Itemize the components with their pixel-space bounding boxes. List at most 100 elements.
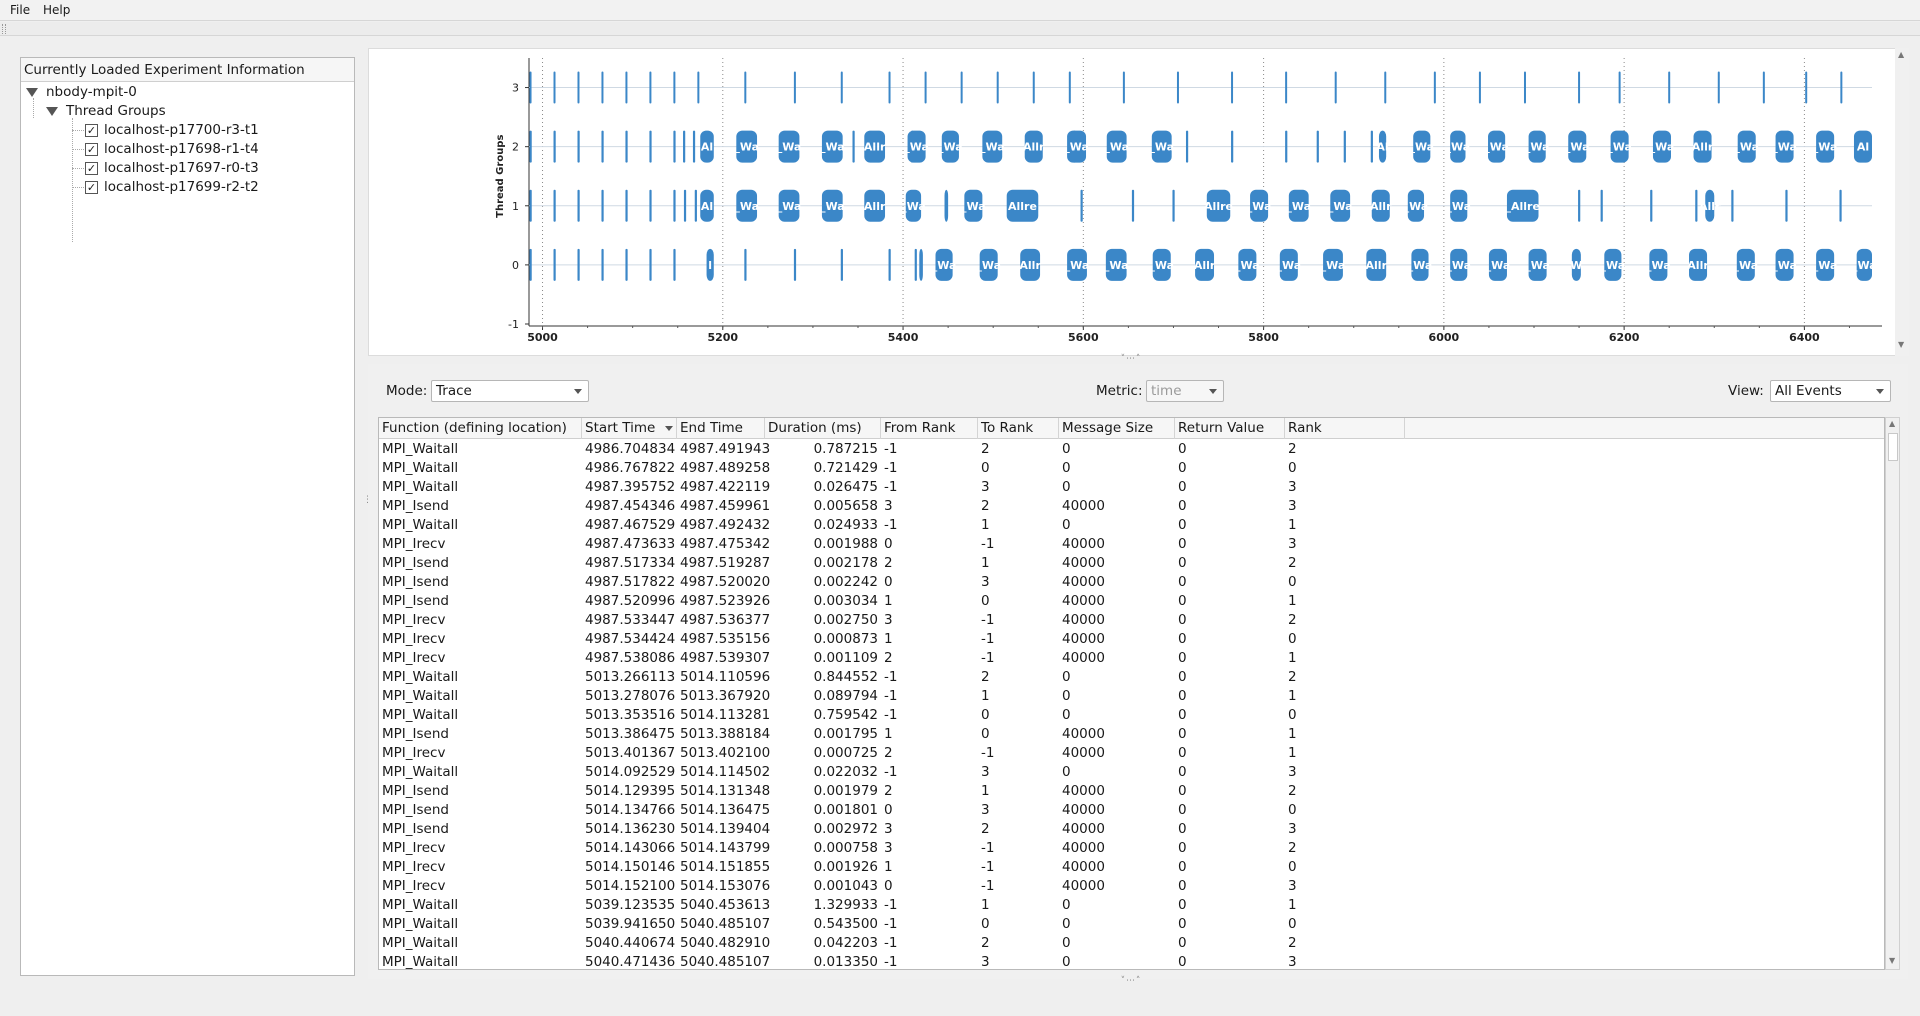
event-tick-mark[interactable]	[1172, 189, 1175, 222]
tree-item-thread-2[interactable]: ✓ localhost-p17697-r0-t3	[85, 159, 259, 178]
table-row[interactable]: MPI_Isend 4987.454346 4987.459961 0.005658 3…	[379, 497, 1884, 516]
table-row[interactable]: MPI_Waitall 5014.092529 5014.114502 0.02203…	[379, 763, 1884, 782]
event-tick-mark[interactable]	[1334, 71, 1337, 104]
event-block[interactable]	[1450, 189, 1468, 222]
event-block[interactable]	[1705, 189, 1715, 222]
collapse-arrow-icon[interactable]	[46, 106, 58, 116]
metric-select[interactable]: time	[1146, 380, 1224, 402]
event-tick-mark[interactable]	[553, 130, 556, 163]
event-block[interactable]	[1195, 248, 1215, 281]
menu-help[interactable]: Help	[43, 3, 71, 17]
event-tick-mark[interactable]	[1231, 130, 1234, 163]
event-block[interactable]	[935, 248, 953, 281]
tree-item-thread-3[interactable]: ✓ localhost-p17699-r2-t2	[85, 178, 259, 197]
event-tick-mark[interactable]	[1523, 71, 1526, 104]
event-tick-mark[interactable]	[553, 71, 556, 104]
event-tick-mark[interactable]	[1668, 71, 1671, 104]
table-row[interactable]: MPI_Isend 5014.129395 5014.131348 0.001979 2…	[379, 782, 1884, 801]
event-tick-mark[interactable]	[888, 248, 891, 281]
event-tick-mark[interactable]	[529, 248, 532, 281]
event-tick-mark[interactable]	[601, 130, 604, 163]
tree-item-experiment[interactable]: nbody-mpit-0	[26, 83, 137, 102]
column-header[interactable]: Function (defining location)	[379, 418, 582, 439]
table-row[interactable]: MPI_Isend 4987.517334 4987.519287 0.002178 2…	[379, 554, 1884, 573]
event-tick-mark[interactable]	[840, 71, 843, 104]
event-block[interactable]	[1413, 130, 1431, 163]
column-header[interactable]: From Rank	[881, 418, 978, 439]
horizontal-splitter-handle[interactable]: ˅ ⋯ ˄	[1120, 354, 1141, 364]
event-block[interactable]	[1856, 248, 1872, 281]
column-header[interactable]: Duration (ms)	[765, 418, 881, 439]
table-row[interactable]: MPI_Waitall 4986.767822 4987.489258 0.72142…	[379, 459, 1884, 478]
event-tick-mark[interactable]	[601, 248, 604, 281]
event-tick-mark[interactable]	[1231, 71, 1234, 104]
event-block[interactable]	[1238, 248, 1257, 281]
event-block[interactable]	[1378, 130, 1387, 163]
event-tick-mark[interactable]	[529, 71, 532, 104]
event-block[interactable]	[941, 130, 959, 163]
event-block[interactable]	[1105, 248, 1127, 281]
event-tick-mark[interactable]	[1370, 130, 1373, 163]
table-row[interactable]: MPI_Irecv 4987.473633 4987.475342 0.001988 0…	[379, 535, 1884, 554]
event-tick-mark[interactable]	[1285, 71, 1288, 104]
table-row[interactable]: MPI_Waitall 5013.278076 5013.367920 0.08979…	[379, 687, 1884, 706]
event-block[interactable]	[1106, 130, 1127, 163]
event-tick-mark[interactable]	[1717, 71, 1720, 104]
view-select[interactable]: All Events	[1770, 380, 1891, 402]
event-tick-mark[interactable]	[673, 130, 676, 163]
event-tick-mark[interactable]	[1578, 71, 1581, 104]
event-block[interactable]	[1652, 130, 1672, 163]
event-tick-mark[interactable]	[1176, 71, 1179, 104]
event-tick-mark[interactable]	[1478, 71, 1481, 104]
event-block[interactable]	[1411, 248, 1429, 281]
event-block[interactable]	[919, 248, 923, 281]
column-header[interactable]: Return Value	[1175, 418, 1285, 439]
event-tick-mark[interactable]	[625, 71, 628, 104]
event-tick-mark[interactable]	[529, 130, 532, 163]
event-tick-mark[interactable]	[577, 130, 580, 163]
event-block[interactable]	[1693, 130, 1712, 163]
event-tick-mark[interactable]	[1384, 71, 1387, 104]
event-block[interactable]	[706, 248, 714, 281]
event-block[interactable]	[1571, 248, 1581, 281]
events-table[interactable]: Function (defining location) Start Time En…	[378, 417, 1885, 970]
event-tick-mark[interactable]	[960, 71, 963, 104]
event-tick-mark[interactable]	[1578, 189, 1581, 222]
event-block[interactable]	[1288, 189, 1309, 222]
scroll-up-icon[interactable]: ▲	[1889, 419, 1896, 428]
event-block[interactable]	[1279, 248, 1298, 281]
event-block[interactable]	[864, 130, 886, 163]
event-tick-mark[interactable]	[1316, 130, 1319, 163]
event-tick-mark[interactable]	[793, 71, 796, 104]
event-tick-mark[interactable]	[744, 71, 747, 104]
event-tick-mark[interactable]	[649, 130, 652, 163]
event-tick-mark[interactable]	[996, 71, 999, 104]
chart-scrollbar[interactable]: ▲ ▼	[1895, 48, 1909, 356]
event-tick-mark[interactable]	[793, 248, 797, 281]
tree-item-thread-1[interactable]: ✓ localhost-p17698-r1-t4	[85, 140, 259, 159]
event-tick-mark[interactable]	[1032, 71, 1035, 104]
event-tick-mark[interactable]	[1122, 71, 1125, 104]
event-block[interactable]	[1604, 248, 1622, 281]
event-tick-mark[interactable]	[1731, 189, 1734, 222]
tree-item-thread-0[interactable]: ✓ localhost-p17700-r3-t1	[85, 121, 259, 140]
event-block[interactable]	[736, 189, 758, 222]
thread-checkbox[interactable]: ✓	[85, 161, 98, 175]
event-block[interactable]	[1528, 130, 1546, 163]
event-block[interactable]	[1407, 189, 1425, 222]
table-row[interactable]: MPI_Waitall 4986.704834 4987.491943 0.78721…	[379, 440, 1884, 459]
event-tick-mark[interactable]	[1762, 71, 1765, 104]
event-tick-mark[interactable]	[577, 71, 580, 104]
event-block[interactable]	[1206, 189, 1231, 222]
event-tick-mark[interactable]	[1433, 71, 1436, 104]
table-row[interactable]: MPI_Isend 4987.520996 4987.523926 0.003034 1…	[379, 592, 1884, 611]
column-header[interactable]: Message Size	[1059, 418, 1175, 439]
event-tick-mark[interactable]	[852, 130, 855, 163]
table-row[interactable]: MPI_Irecv 4987.533447 4987.536377 0.002750 3…	[379, 611, 1884, 630]
event-block[interactable]	[1488, 248, 1507, 281]
event-block[interactable]	[1488, 130, 1506, 163]
event-tick-mark[interactable]	[1839, 189, 1842, 222]
event-block[interactable]	[1736, 248, 1755, 281]
event-block[interactable]	[778, 130, 800, 163]
event-block[interactable]	[1152, 248, 1171, 281]
